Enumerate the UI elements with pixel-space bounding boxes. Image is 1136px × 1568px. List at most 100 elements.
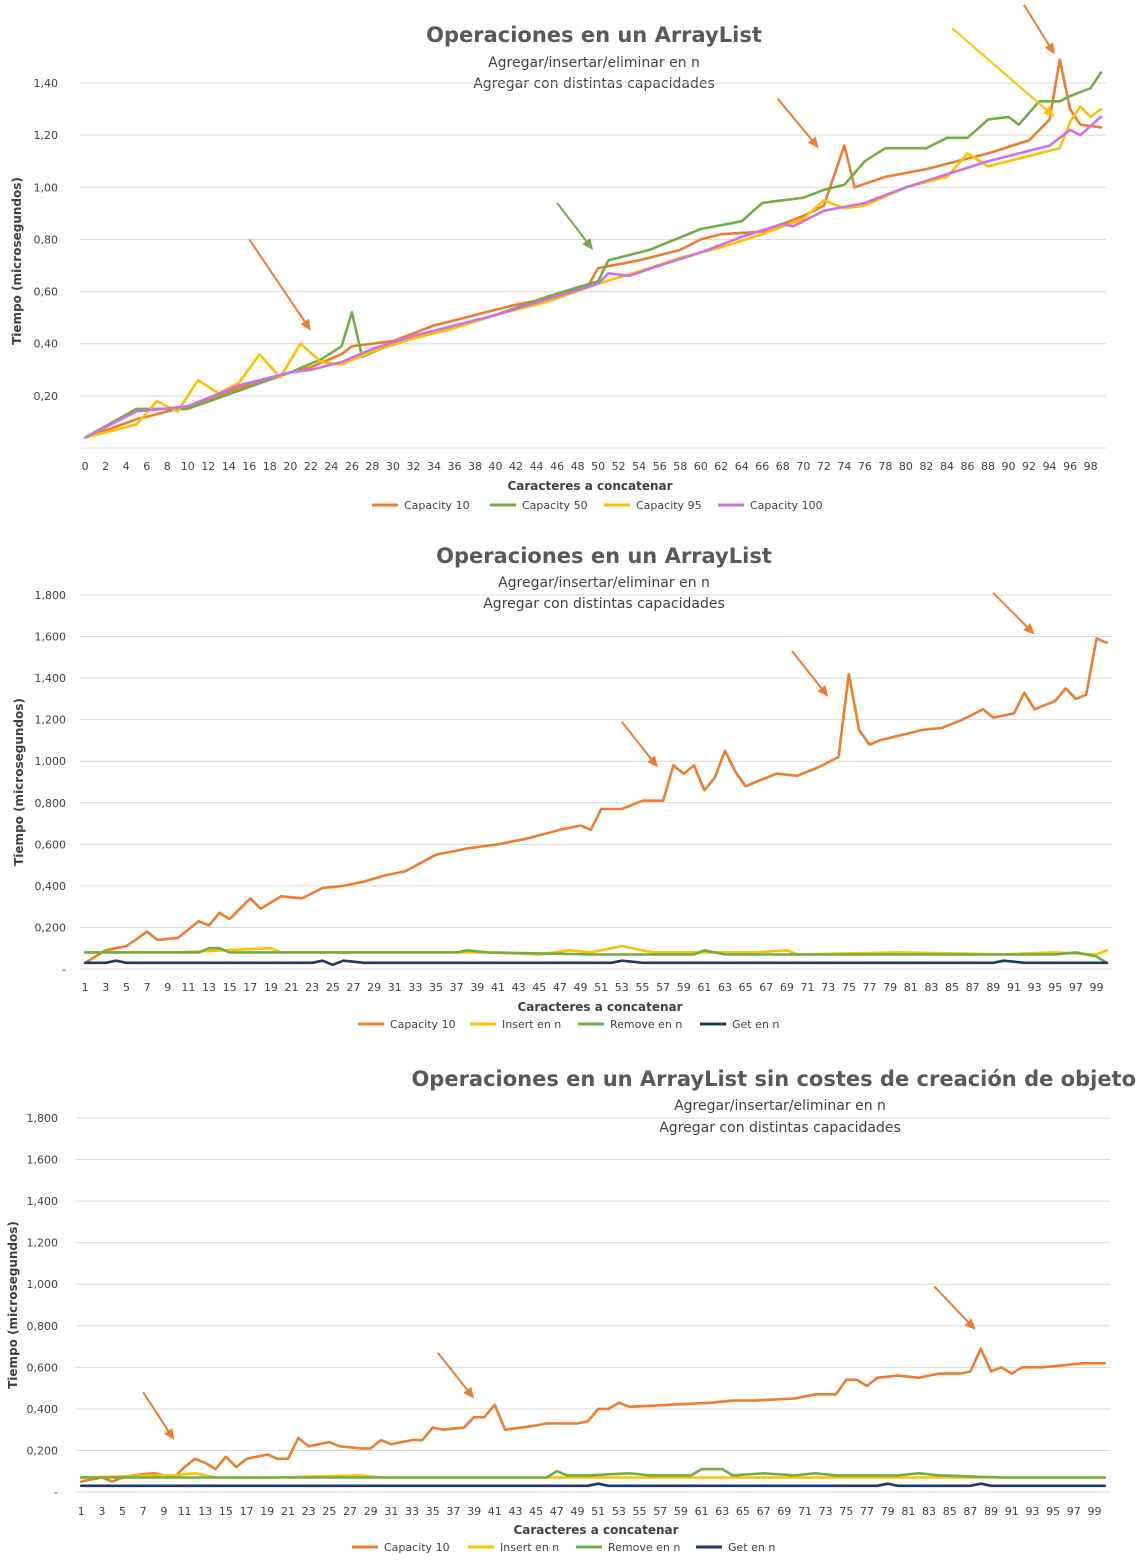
x-tick-label: 27 bbox=[343, 1505, 357, 1518]
x-tick-label: 73 bbox=[819, 1505, 833, 1518]
chart-1: Operaciones en un ArrayList Agregar/inse… bbox=[0, 0, 1136, 520]
x-tick-label: 87 bbox=[963, 1505, 977, 1518]
x-tick-label: 45 bbox=[532, 981, 546, 994]
legend-label: Insert en n bbox=[502, 1018, 561, 1031]
x-tick-label: 13 bbox=[202, 981, 216, 994]
x-tick-label: 28 bbox=[365, 460, 379, 473]
x-tick-label: 23 bbox=[302, 1505, 316, 1518]
x-tick-label: 17 bbox=[243, 981, 257, 994]
x-tick-label: 91 bbox=[1005, 1505, 1019, 1518]
legend-label: Remove en n bbox=[610, 1018, 682, 1031]
x-tick-label: 51 bbox=[594, 981, 608, 994]
chart-3-y-axis-title: Tiempo (microsegundos) bbox=[6, 1221, 20, 1389]
x-tick-label: 59 bbox=[677, 981, 691, 994]
chart-1-annotation-arrows bbox=[248, 4, 1055, 331]
legend-label: Insert en n bbox=[500, 1541, 559, 1554]
x-tick-label: 85 bbox=[945, 981, 959, 994]
x-tick-label: 57 bbox=[656, 981, 670, 994]
x-tick-label: 59 bbox=[674, 1505, 688, 1518]
y-tick-label: 0,20 bbox=[34, 390, 59, 403]
x-tick-label: 15 bbox=[223, 981, 237, 994]
x-tick-label: 45 bbox=[529, 1505, 543, 1518]
legend-item-get-en-n: Get en n bbox=[700, 1018, 779, 1031]
y-tick-label: 1,800 bbox=[27, 1112, 59, 1125]
x-tick-label: 95 bbox=[1048, 981, 1062, 994]
x-tick-label: 23 bbox=[305, 981, 319, 994]
series-line-insert-en-n bbox=[83, 944, 1109, 956]
x-tick-label: 83 bbox=[924, 981, 938, 994]
chart-3-subtitle-line-2: Agregar con distintas capacidades bbox=[659, 1120, 901, 1136]
x-tick-label: 94 bbox=[1043, 460, 1057, 473]
chart-2-series bbox=[83, 637, 1109, 967]
x-tick-label: 9 bbox=[160, 1505, 167, 1518]
y-tick-label: 1,00 bbox=[34, 181, 59, 194]
y-tick-label: 1,400 bbox=[35, 672, 67, 685]
legend-label: Get en n bbox=[732, 1018, 779, 1031]
legend-label: Capacity 10 bbox=[404, 499, 470, 512]
chart-1-x-tick-labels: 0 2 4 6 8 10 12 14 16 18 20 22 24 26 28 30 32 34 36 38 40 42 4… bbox=[82, 460, 1098, 473]
legend-item-capacity-10: Capacity 10 bbox=[358, 1018, 456, 1031]
x-tick-label: 97 bbox=[1067, 1505, 1081, 1518]
x-tick-label: 53 bbox=[615, 981, 629, 994]
x-tick-label: 12 bbox=[201, 460, 215, 473]
x-tick-label: 75 bbox=[842, 981, 856, 994]
x-tick-label: 54 bbox=[632, 460, 646, 473]
x-tick-label: 91 bbox=[1007, 981, 1021, 994]
legend-item-remove-en-n: Remove en n bbox=[576, 1541, 680, 1554]
x-tick-label: 43 bbox=[508, 1505, 522, 1518]
x-tick-label: 55 bbox=[635, 981, 649, 994]
x-tick-label: 98 bbox=[1084, 460, 1098, 473]
chart-2-x-tick-labels: 1 3 5 7 9 11 13 15 17 19 21 23 25 27 29 31 33 35 37 39 41 43 4… bbox=[82, 981, 1104, 994]
x-tick-label: 3 bbox=[102, 981, 109, 994]
x-tick-label: 1 bbox=[82, 981, 89, 994]
chart-3: Operaciones en un ArrayList sin costes d… bbox=[0, 1040, 1136, 1568]
x-tick-label: 76 bbox=[858, 460, 872, 473]
annotation-arrow bbox=[791, 650, 829, 697]
series-line-get-en-n bbox=[79, 1482, 1107, 1488]
x-tick-label: 51 bbox=[591, 1505, 605, 1518]
x-tick-label: 41 bbox=[491, 981, 505, 994]
x-tick-label: 71 bbox=[801, 981, 815, 994]
y-tick-label: - bbox=[54, 1486, 58, 1499]
x-tick-label: 5 bbox=[119, 1505, 126, 1518]
x-tick-label: 3 bbox=[98, 1505, 105, 1518]
x-tick-label: 8 bbox=[164, 460, 171, 473]
annotation-arrow bbox=[1023, 4, 1055, 55]
x-tick-label: 99 bbox=[1087, 1505, 1101, 1518]
x-tick-label: 92 bbox=[1022, 460, 1036, 473]
x-tick-label: 87 bbox=[966, 981, 980, 994]
x-tick-label: 49 bbox=[570, 1505, 584, 1518]
legend-item-capacity-100: Capacity 100 bbox=[718, 499, 823, 512]
chart-3-subtitle-line-1: Agregar/insertar/eliminar en n bbox=[674, 1098, 886, 1114]
series-line-capacity-10 bbox=[83, 637, 1109, 965]
x-tick-label: 33 bbox=[405, 1505, 419, 1518]
x-tick-label: 61 bbox=[695, 1505, 709, 1518]
x-tick-label: 0 bbox=[82, 460, 89, 473]
x-tick-label: 97 bbox=[1069, 981, 1083, 994]
x-tick-label: 48 bbox=[571, 460, 585, 473]
y-tick-label: 0,200 bbox=[27, 1444, 59, 1457]
chart-3-annotation-arrows bbox=[142, 1285, 976, 1441]
x-tick-label: 15 bbox=[219, 1505, 233, 1518]
chart-2-title: Operaciones en un ArrayList bbox=[436, 544, 772, 568]
x-tick-label: 37 bbox=[446, 1505, 460, 1518]
x-tick-label: 65 bbox=[736, 1505, 750, 1518]
annotation-arrow bbox=[951, 27, 1055, 117]
chart-2-subtitle-line-1: Agregar/insertar/eliminar en n bbox=[498, 575, 710, 591]
y-tick-label: 1,40 bbox=[34, 77, 59, 90]
series-line-remove-en-n bbox=[83, 946, 1109, 965]
x-tick-label: 75 bbox=[839, 1505, 853, 1518]
y-tick-label: 1,000 bbox=[27, 1278, 59, 1291]
x-tick-label: 39 bbox=[470, 981, 484, 994]
legend-label: Capacity 95 bbox=[636, 499, 702, 512]
chart-2-y-tick-labels: - 0,200 0,400 0,600 0,800 1,000 1,200 1,400 1,60… bbox=[35, 589, 67, 976]
chart-2: Operaciones en un ArrayList Agregar/inse… bbox=[0, 520, 1136, 1040]
series-line-capacity-50 bbox=[83, 71, 1103, 439]
x-tick-label: 93 bbox=[1025, 1505, 1039, 1518]
x-tick-label: 73 bbox=[821, 981, 835, 994]
x-tick-label: 41 bbox=[488, 1505, 502, 1518]
chart-2-annotation-arrows bbox=[621, 592, 1035, 768]
x-tick-label: 39 bbox=[467, 1505, 481, 1518]
series-line-remove-en-n bbox=[79, 1467, 1107, 1479]
series-line-capacity-10 bbox=[83, 58, 1103, 439]
